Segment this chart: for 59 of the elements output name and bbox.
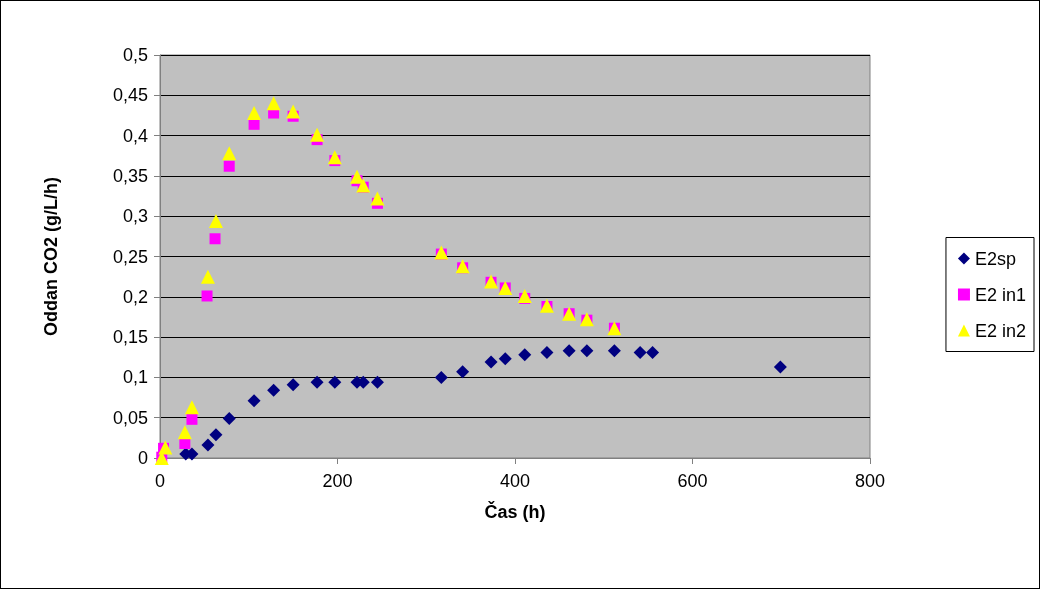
- y-tick-label: 0,15: [112, 327, 148, 348]
- x-tick-label: 200: [322, 471, 353, 491]
- point: [266, 96, 281, 111]
- y-tick-label: 0,5: [122, 45, 148, 65]
- legend-label: E2sp: [974, 248, 1016, 269]
- point: [370, 375, 384, 389]
- point: [201, 290, 213, 302]
- y-tick-label: 0,25: [112, 246, 148, 267]
- point: [201, 438, 215, 452]
- point: [456, 365, 470, 379]
- point: [186, 413, 198, 425]
- legend-label: E2 in1: [974, 284, 1027, 305]
- y-tick-label: 0,2: [122, 286, 148, 307]
- point: [350, 169, 365, 184]
- x-tick-label: 600: [677, 471, 708, 491]
- point: [222, 146, 237, 161]
- y-tick-label: 0,05: [112, 407, 148, 428]
- point: [247, 394, 261, 408]
- point: [267, 383, 281, 397]
- x-tick-label: 800: [854, 471, 886, 491]
- point: [562, 344, 576, 358]
- point: [434, 370, 448, 384]
- y-axis-title: Oddan CO2 (g/L/h): [41, 177, 61, 336]
- y-tick-label: 0,45: [112, 85, 148, 106]
- point: [607, 344, 621, 358]
- point: [518, 348, 532, 362]
- point: [184, 400, 199, 415]
- point: [177, 425, 192, 440]
- y-tick-label: 0: [137, 448, 148, 468]
- y-tick-label: 0,3: [122, 206, 148, 227]
- point: [286, 104, 301, 119]
- point: [310, 375, 324, 389]
- point: [646, 345, 660, 359]
- point: [328, 375, 342, 389]
- point: [286, 378, 300, 392]
- point: [209, 428, 223, 442]
- point: [310, 127, 325, 142]
- point: [498, 352, 512, 366]
- y-tick-label: 0,4: [122, 125, 148, 146]
- point: [633, 345, 647, 359]
- point: [200, 269, 215, 284]
- point: [209, 233, 221, 245]
- x-axis-title: Čas (h): [484, 501, 546, 522]
- point: [484, 355, 498, 369]
- point: [247, 106, 262, 121]
- point: [370, 191, 385, 206]
- x-tick-label: 0: [154, 471, 166, 491]
- legend-label: E2 in2: [974, 320, 1027, 341]
- point: [222, 412, 236, 426]
- x-tick-label: 400: [499, 471, 531, 491]
- point: [517, 288, 532, 303]
- point: [327, 150, 342, 165]
- point: [580, 344, 594, 358]
- point: [773, 360, 787, 374]
- point: [540, 345, 554, 359]
- point: [223, 160, 235, 172]
- y-tick-label: 0,1: [122, 367, 148, 388]
- y-tick-label: 0,35: [112, 165, 148, 186]
- point: [208, 214, 223, 229]
